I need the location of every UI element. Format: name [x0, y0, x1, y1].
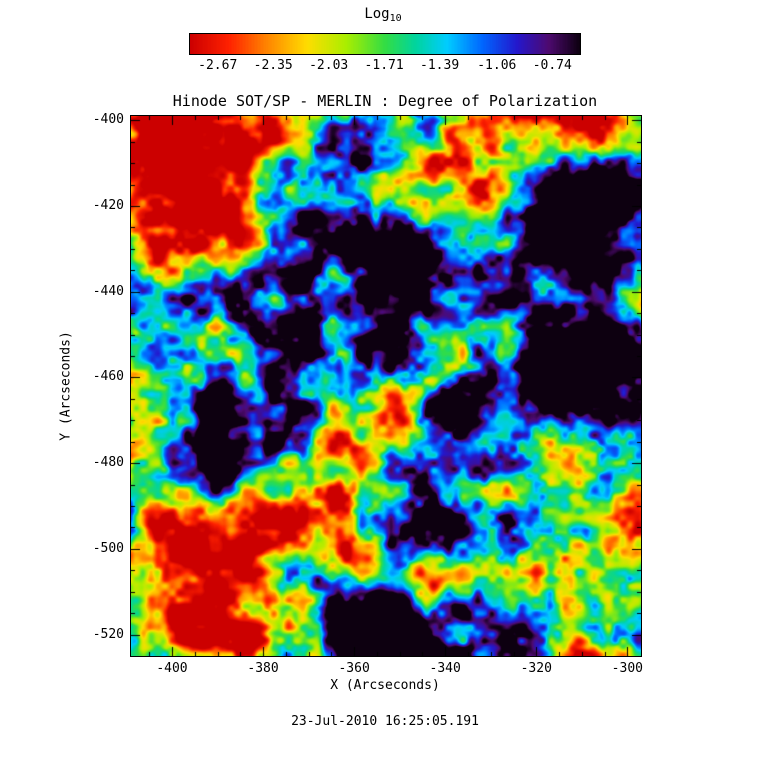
timestamp: 23-Jul-2010 16:25:05.191: [291, 714, 479, 729]
colorbar: [189, 33, 581, 55]
x-axis-label: X (Arcseconds): [330, 678, 440, 693]
colorbar-tick-label: -1.06: [477, 58, 517, 73]
y-axis-tick-label: -520: [92, 626, 124, 642]
y-axis-tick-label: -460: [92, 369, 124, 385]
x-axis-tick-label: -340: [429, 661, 461, 676]
plot-title: Hinode SOT/SP - MERLIN : Degree of Polar…: [172, 92, 598, 110]
colorbar-tick-label: -2.67: [198, 58, 238, 73]
heatmap-canvas: [131, 116, 641, 656]
x-axis-tick-label: -300: [611, 661, 643, 676]
x-axis-tick-label: -360: [338, 661, 370, 676]
x-axis-tick-label: -380: [247, 661, 279, 676]
plot-area: [130, 115, 642, 657]
colorbar-title: Log10: [188, 6, 578, 24]
colorbar-tick-label: -1.39: [420, 58, 460, 73]
y-axis-tick-label: -400: [92, 112, 124, 128]
colorbar-canvas: [190, 34, 580, 54]
colorbar-tick-label: -1.71: [364, 58, 404, 73]
y-axis-tick-label: -440: [92, 283, 124, 299]
colorbar-label-subscript: 10: [389, 13, 402, 24]
colorbar-ticks: -2.67 -2.35 -2.03 -1.71 -1.39 -1.06 -0.74: [190, 58, 580, 74]
y-axis-tick-label: -420: [92, 198, 124, 213]
y-axis-label: Y (Arcseconds): [58, 331, 74, 441]
colorbar-tick-label: -2.35: [253, 58, 293, 73]
x-axis-tick-label: -320: [520, 661, 552, 676]
y-axis-tick-label: -480: [92, 455, 124, 471]
colorbar-tick-label: -2.03: [309, 58, 349, 73]
colorbar-tick-label: -0.74: [532, 58, 572, 73]
y-axis-tick-label: -500: [92, 540, 124, 556]
colorbar-label-text: Log: [364, 6, 390, 22]
x-axis-tick-label: -400: [156, 661, 188, 676]
